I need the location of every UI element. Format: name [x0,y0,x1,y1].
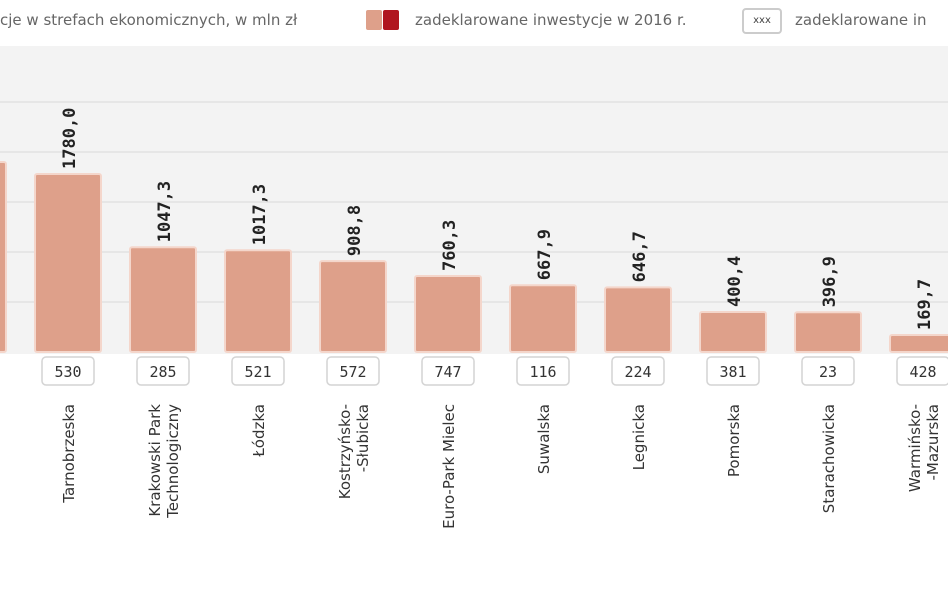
category-label: Technologiczny [164,404,182,519]
legend-box-sample: xxx [742,8,782,34]
bar [129,246,197,354]
category-label: Tarnobrzeska [60,404,78,504]
legend-item-1: zadeklarowane inwestycje w 2016 r. [415,11,687,29]
category-label: Warmińsko- [906,404,924,492]
count-box [41,356,95,386]
category-label: -Słubicka [354,404,372,472]
category-label: Legnicka [630,404,648,470]
count-label: 428 [909,363,936,381]
category-label: Suwalska [535,404,553,474]
category-label: Łódzka [250,404,268,458]
bar [699,310,767,353]
bar [414,274,482,353]
legend-swatch-light [366,10,382,30]
count-label: 747 [434,363,461,381]
bar [34,173,102,353]
value-label: 908,8 [345,205,365,256]
legend: cje w strefach ekonomicznych, w mln zł z… [0,0,948,46]
category-label: Pomorska [725,404,743,477]
category-label: Starachowicka [820,404,838,513]
count-box [136,356,190,386]
count-label: 23 [819,363,837,381]
count-label: 572 [339,363,366,381]
value-label: 667,9 [535,229,555,280]
count-box [896,356,948,386]
count-label: 381 [719,363,746,381]
bar [319,260,387,353]
count-label: 285 [149,363,176,381]
legend-swatch-dark [383,10,399,30]
value-label: 396,9 [820,256,840,307]
value-label: 400,4 [725,256,745,307]
category-label: Euro-Park Mielec [440,404,458,529]
value-label: 1047,3 [155,181,175,242]
count-box [801,356,855,386]
count-label: 521 [244,363,271,381]
value-label: 169,7 [915,279,935,330]
count-label: 116 [529,363,556,381]
category-label: Krakowski Park [146,404,164,517]
count-label: 224 [624,363,651,381]
count-box [706,356,760,386]
category-label: -Mazurska [924,404,942,481]
count-box [231,356,285,386]
bar [224,249,292,354]
bar [794,311,862,353]
bar [509,284,577,354]
value-label: 1780,0 [60,108,80,169]
legend-title: cje w strefach ekonomicznych, w mln zł [0,11,298,29]
value-label: 760,3 [440,220,460,271]
count-box [421,356,475,386]
count-box [611,356,665,386]
bar [889,334,948,353]
count-label: 530 [54,363,81,381]
bar-chart: 1780,0 530 Tarnobrzeska 1047,3 285 Krakowski … [0,46,948,529]
value-label: 646,7 [630,231,650,282]
count-box [516,356,570,386]
bar [0,161,7,353]
value-label: 1017,3 [250,184,270,245]
count-box [326,356,380,386]
legend-item-2: zadeklarowane in [795,11,927,29]
bar [604,286,672,353]
category-label: Kostrzyńsko- [336,404,354,499]
